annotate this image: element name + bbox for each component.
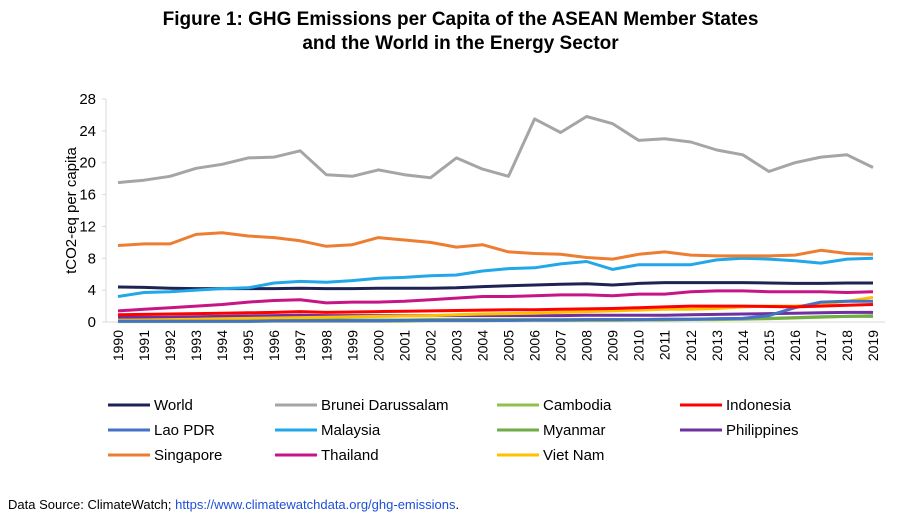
- legend-label: Viet Nam: [543, 447, 604, 464]
- x-tick-label: 1998: [318, 330, 334, 361]
- legend-label: Cambodia: [543, 397, 612, 414]
- x-tick-label: 1999: [344, 330, 360, 361]
- data-source-note: Data Source: ClimateWatch; https://www.c…: [8, 497, 459, 512]
- legend-label: Singapore: [154, 447, 222, 464]
- x-tick-label: 1994: [214, 330, 230, 361]
- x-tick-label: 1991: [136, 330, 152, 361]
- source-suffix: .: [455, 497, 460, 512]
- x-tick-label: 2019: [865, 330, 881, 361]
- x-tick-label: 2002: [422, 330, 438, 361]
- x-tick-label: 2018: [839, 330, 855, 361]
- y-axis-label: tCO2-eq per capita: [63, 146, 80, 273]
- x-tick-label: 2008: [579, 330, 595, 361]
- legend-label: Indonesia: [726, 397, 792, 414]
- source-link[interactable]: https://www.climatewatchdata.org/ghg-emi…: [175, 497, 456, 512]
- x-tick-label: 1995: [240, 330, 256, 361]
- series-line-lao-pdr: [118, 299, 873, 323]
- legend-label: Thailand: [321, 447, 379, 464]
- x-tick-label: 2007: [553, 330, 569, 361]
- legend-label: Myanmar: [543, 422, 606, 439]
- legend-label: World: [154, 397, 193, 414]
- y-tick-label: 16: [79, 187, 96, 204]
- title-line-1: Figure 1: GHG Emissions per Capita of th…: [162, 9, 759, 30]
- x-tick-label: 2010: [631, 330, 647, 361]
- y-tick-label: 4: [88, 282, 96, 299]
- x-tick-label: 2000: [370, 330, 386, 361]
- x-tick-label: 2006: [527, 330, 543, 361]
- title-line-2: and the World in the Energy Sector: [302, 33, 619, 54]
- x-tick-label: 2012: [683, 330, 699, 361]
- x-tick-label: 1993: [188, 330, 204, 361]
- x-tick-label: 2014: [735, 330, 751, 361]
- series-line-indonesia: [117, 303, 874, 317]
- series-line-malaysia: [117, 256, 874, 298]
- legend-label: Brunei Darussalam: [321, 397, 449, 414]
- y-tick-label: 0: [88, 314, 96, 331]
- series-line-singapore: [117, 231, 874, 261]
- x-tick-label: 1992: [162, 330, 178, 361]
- series-line-thailand: [117, 289, 874, 313]
- series-line-philippines: [118, 310, 873, 319]
- chart-title: Figure 1: GHG Emissions per Capita of th…: [0, 8, 921, 56]
- x-tick-label: 2016: [787, 330, 803, 361]
- legend-label: Lao PDR: [154, 422, 215, 439]
- x-tick-label: 1996: [266, 330, 282, 361]
- line-chart: 0 4 8 12 16 20 24 28 tCO2-eq per capita 1990 1991 1…: [63, 91, 885, 464]
- x-tick-label: 1990: [110, 330, 126, 361]
- series-line-brunei-darussalam: [117, 115, 874, 185]
- x-tick-label: 2003: [448, 330, 464, 361]
- x-tick-label: 2005: [501, 330, 517, 361]
- legend-label: Philippines: [726, 422, 799, 439]
- x-tick-label: 2004: [474, 330, 490, 361]
- x-tick-label: 2017: [813, 330, 829, 361]
- x-tick-label: 2015: [761, 330, 777, 361]
- y-tick-label: 24: [79, 123, 96, 140]
- y-tick-label: 28: [79, 91, 96, 108]
- legend-label: Malaysia: [321, 422, 381, 439]
- x-tick-label: 2011: [657, 330, 673, 360]
- source-prefix: Data Source: ClimateWatch;: [8, 497, 176, 512]
- y-tick-label: 12: [79, 218, 96, 235]
- y-tick-label: 20: [79, 155, 96, 172]
- y-tick-label: 8: [88, 250, 96, 267]
- x-tick-label: 2009: [605, 330, 621, 361]
- x-tick-label: 1997: [292, 330, 308, 361]
- x-tick-label: 2013: [709, 330, 725, 361]
- x-tick-label: 2001: [396, 330, 412, 361]
